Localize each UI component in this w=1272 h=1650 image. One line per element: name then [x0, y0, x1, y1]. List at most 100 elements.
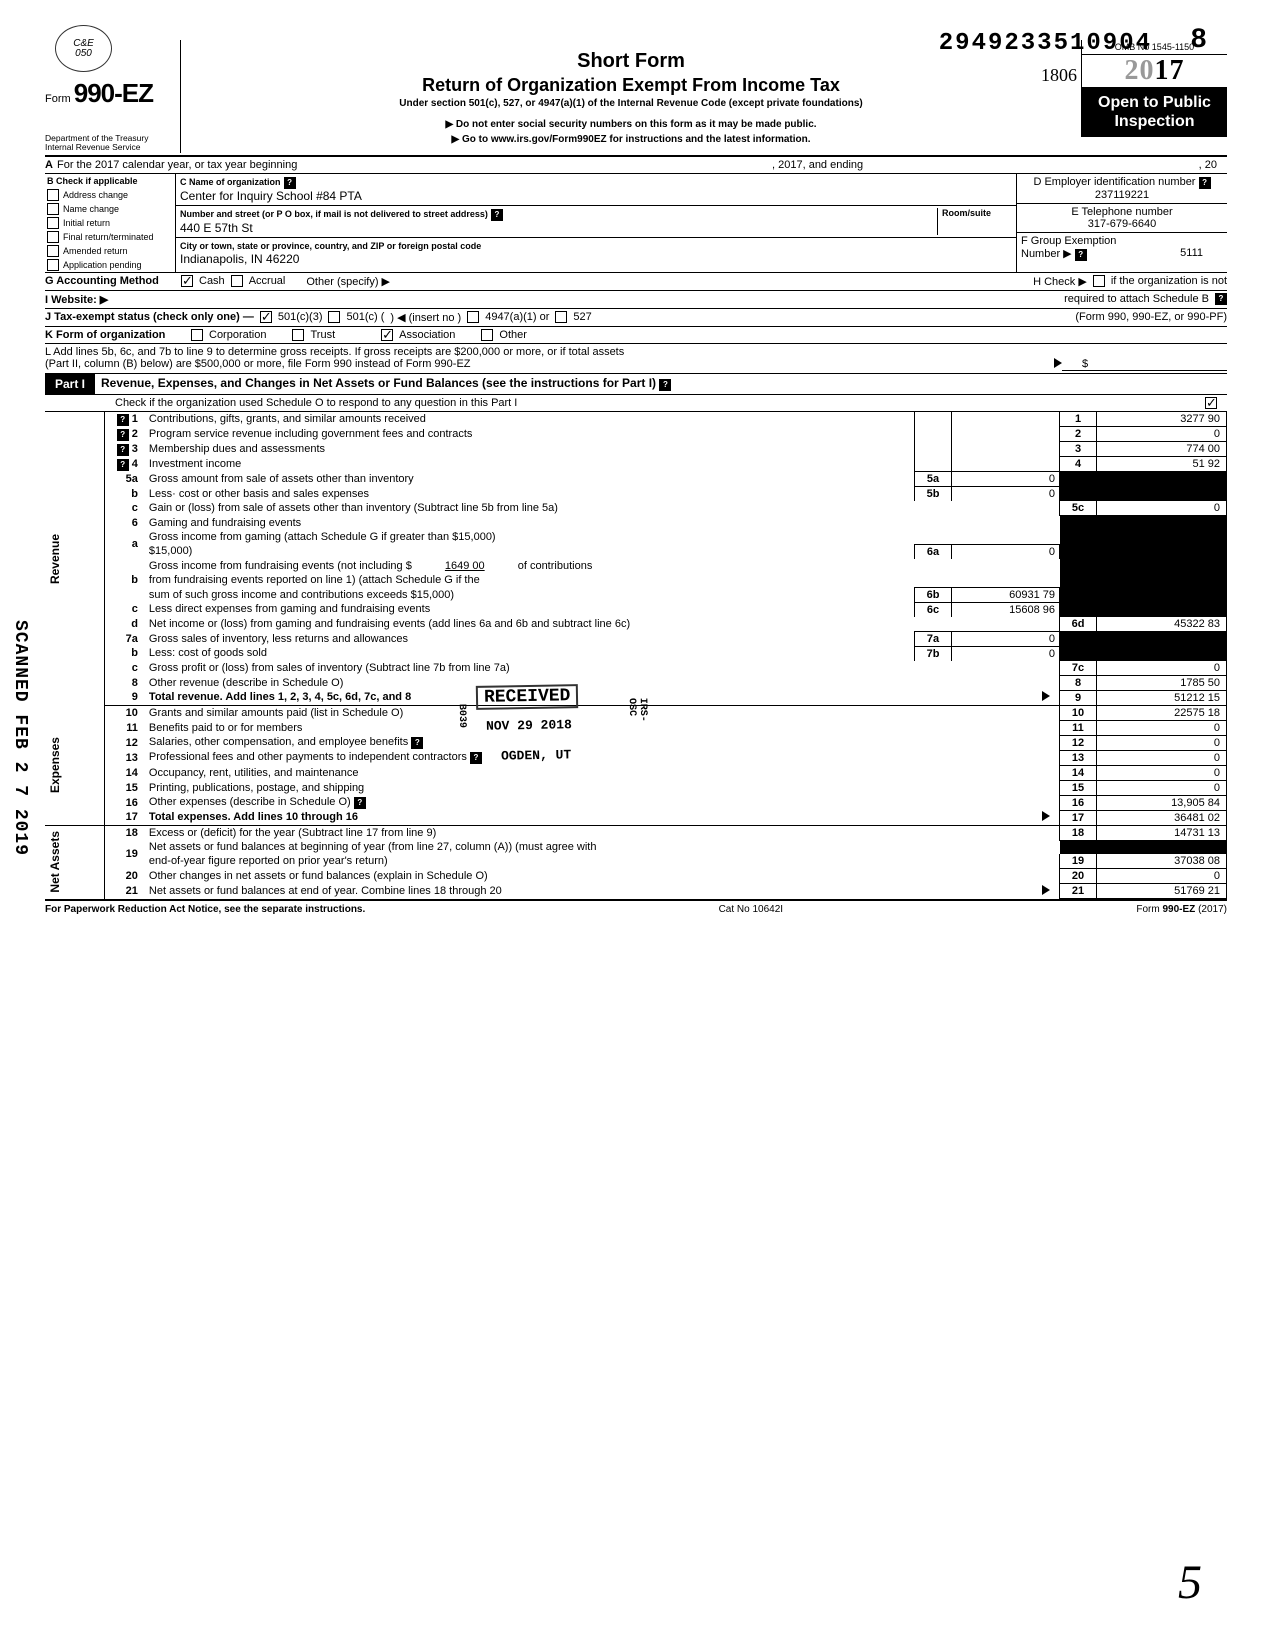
- h-label: H Check ▶: [1033, 275, 1087, 288]
- help-icon[interactable]: ?: [354, 797, 366, 809]
- amt-8: 1785 50: [1097, 675, 1227, 690]
- line-14: Occupancy, rent, utilities, and maintena…: [146, 765, 1060, 780]
- line-17: Total expenses. Add lines 10 through 16: [149, 811, 358, 823]
- chk-initial[interactable]: [47, 217, 59, 229]
- arrow-icon: [1042, 811, 1050, 821]
- chk-name[interactable]: [47, 203, 59, 215]
- side-expenses: Expenses: [48, 737, 68, 793]
- line-6d: Net income or (loss) from gaming and fun…: [146, 617, 1060, 632]
- title-return: Return of Organization Exempt From Incom…: [189, 75, 1073, 96]
- chk-accrual[interactable]: [231, 275, 243, 287]
- grp-label: F Group Exemption: [1021, 235, 1116, 247]
- line-5a: Gross amount from sale of assets other t…: [146, 472, 915, 487]
- help-icon[interactable]: ?: [1199, 177, 1211, 189]
- addr-label: Number and street (or P O box, if mail i…: [180, 209, 488, 219]
- amt-11: 0: [1097, 720, 1227, 735]
- amt-2: 0: [1097, 427, 1227, 442]
- amt-5a: 0: [952, 472, 1060, 487]
- org-name: Center for Inquiry School #84 PTA: [180, 189, 362, 203]
- line-4: Investment income: [146, 457, 915, 472]
- line-19a: Net assets or fund balances at beginning…: [146, 840, 1060, 854]
- chk-4947[interactable]: [467, 311, 479, 323]
- arrow-icon: [1042, 691, 1050, 701]
- amt-21: 51769 21: [1097, 884, 1227, 899]
- hand-1806: 1806: [1041, 65, 1077, 86]
- dln-number: 2949233510904: [939, 30, 1152, 57]
- part1-sub: Check if the organization used Schedule …: [45, 395, 1227, 412]
- help-icon[interactable]: ?: [117, 414, 129, 426]
- help-icon[interactable]: ?: [470, 752, 482, 764]
- l-amount: $: [1062, 358, 1227, 371]
- row-l: L Add lines 5b, 6c, and 7b to line 9 to …: [45, 344, 1227, 373]
- help-icon[interactable]: ?: [284, 177, 296, 189]
- form-prefix: Form: [45, 93, 71, 105]
- chk-address[interactable]: [47, 189, 59, 201]
- chk-amended[interactable]: [47, 245, 59, 257]
- line-9: Total revenue. Add lines 1, 2, 3, 4, 5c,…: [149, 691, 411, 703]
- hand-5: 5: [1178, 1555, 1202, 1610]
- city-label: City or town, state or province, country…: [180, 241, 481, 251]
- part1-table: Revenue ? 1Contributions, gifts, grants,…: [45, 412, 1227, 900]
- part1-label: Part I: [45, 374, 95, 394]
- chk-501c3[interactable]: [260, 311, 272, 323]
- help-icon[interactable]: ?: [659, 379, 671, 391]
- section-bcd: B Check if applicable Address change Nam…: [45, 174, 1227, 273]
- g-label: G Accounting Method: [45, 275, 175, 287]
- help-icon[interactable]: ?: [1075, 249, 1087, 261]
- help-icon[interactable]: ?: [117, 459, 129, 471]
- arrow-icon: [1042, 885, 1050, 895]
- part1-title: Revenue, Expenses, and Changes in Net As…: [101, 376, 656, 390]
- line-2: Program service revenue including govern…: [146, 427, 915, 442]
- help-icon[interactable]: ?: [117, 444, 129, 456]
- footer-right: Form 990-EZ (2017): [1136, 904, 1227, 915]
- chk-cash[interactable]: [181, 275, 193, 287]
- chk-501c[interactable]: [328, 311, 340, 323]
- page-8: 8: [1190, 25, 1207, 56]
- line-3: Membership dues and assessments: [146, 442, 915, 457]
- line-18: Excess or (deficit) for the year (Subtra…: [146, 826, 1060, 841]
- amt-6b-contrib: 1649 00: [415, 560, 515, 572]
- amt-15: 0: [1097, 780, 1227, 795]
- chk-sched-o[interactable]: [1205, 397, 1217, 409]
- chk-other[interactable]: [481, 329, 493, 341]
- stamp-ogden: OGDEN, UT: [501, 748, 571, 764]
- chk-assoc[interactable]: [381, 329, 393, 341]
- side-revenue: Revenue: [48, 534, 68, 584]
- amt-1: 3277 90: [1097, 412, 1227, 427]
- amt-7a: 0: [952, 631, 1060, 646]
- amt-16: 13,905 84: [1097, 795, 1227, 810]
- line-1: Contributions, gifts, grants, and simila…: [146, 412, 915, 427]
- amt-19: 37038 08: [1097, 854, 1227, 869]
- row-i: I Website: ▶ required to attach Schedule…: [45, 291, 1227, 309]
- row-a: A For the 2017 calendar year, or tax yea…: [45, 157, 1227, 174]
- chk-pending[interactable]: [47, 259, 59, 271]
- line-11: Benefits paid to or for members: [149, 722, 302, 734]
- chk-sched-b[interactable]: [1093, 275, 1105, 287]
- chk-corp[interactable]: [191, 329, 203, 341]
- amt-4: 51 92: [1097, 457, 1227, 472]
- line-6a: Gross income from gaming (attach Schedul…: [146, 530, 1060, 545]
- amt-5c: 0: [1097, 501, 1227, 516]
- line-5c: Gain or (loss) from sale of assets other…: [146, 501, 1060, 516]
- irs-link: ▶ Go to www.irs.gov/Form990EZ for instru…: [189, 134, 1073, 145]
- line-19b: end-of-year figure reported on prior yea…: [146, 854, 1060, 869]
- amt-12: 0: [1097, 735, 1227, 750]
- line-13: Professional fees and other payments to …: [149, 751, 467, 763]
- chk-final[interactable]: [47, 231, 59, 243]
- help-icon[interactable]: ?: [411, 737, 423, 749]
- chk-trust[interactable]: [292, 329, 304, 341]
- chk-527[interactable]: [555, 311, 567, 323]
- line-8: Other revenue (describe in Schedule O): [146, 675, 1060, 690]
- street-address: 440 E 57th St: [180, 221, 253, 235]
- help-icon[interactable]: ?: [117, 429, 129, 441]
- line-16: Other expenses (describe in Schedule O): [149, 796, 351, 808]
- footer: For Paperwork Reduction Act Notice, see …: [45, 899, 1227, 915]
- stamp-date: NOV 29 2018: [486, 717, 572, 733]
- help-icon[interactable]: ?: [491, 209, 503, 221]
- side-netassets: Net Assets: [48, 831, 68, 893]
- amt-17: 36481 02: [1097, 810, 1227, 825]
- amt-6a: 0: [952, 544, 1060, 559]
- amt-5b: 0: [952, 487, 1060, 502]
- help-icon[interactable]: ?: [1215, 293, 1227, 305]
- part1-header: Part I Revenue, Expenses, and Changes in…: [45, 373, 1227, 395]
